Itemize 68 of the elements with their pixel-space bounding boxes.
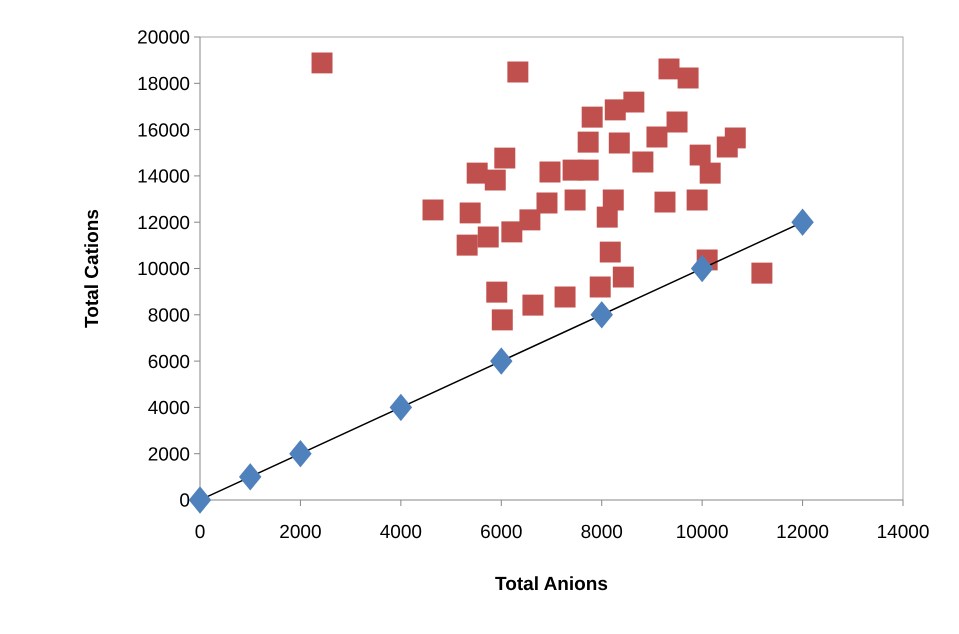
point [596,206,618,228]
point [590,301,613,328]
point [507,61,528,82]
point [519,209,540,230]
point [623,92,644,113]
point [678,67,699,88]
y-tick-label: 16000 [137,120,190,142]
y-tick-label: 10000 [137,259,190,280]
point [188,486,212,514]
point [666,111,688,132]
y-tick-label: 18000 [137,74,190,95]
point [582,106,603,128]
point [484,170,506,191]
point [501,221,522,242]
x-tick-label: 8000 [580,522,623,543]
y-axis-title: Total Cations [82,209,103,328]
point [658,58,680,80]
point [490,347,513,375]
y-tick-label: 12000 [137,212,190,234]
x-tick-label: 10000 [676,522,729,543]
point [564,189,586,210]
point [478,226,499,248]
point [540,161,560,182]
point [791,208,814,236]
point [578,160,599,181]
point [390,394,412,422]
x-tick-label: 4000 [380,522,422,543]
point [632,152,654,172]
point [492,309,513,330]
point [590,276,611,298]
point [654,192,676,213]
y-tick-label: 20000 [137,28,190,49]
point [456,234,478,256]
y-tick-label: 0 [179,490,190,512]
y-tick-label: 6000 [148,352,190,373]
point [578,132,599,153]
point [686,189,708,210]
point [600,242,621,263]
point [466,162,488,184]
point [612,266,634,288]
point [494,148,516,169]
x-tick-label: 14000 [876,522,930,543]
x-axis-title: Total Anions [495,574,608,595]
point [460,202,481,224]
point [522,294,544,316]
x-tick-label: 2000 [279,522,322,543]
point [422,199,444,220]
point [608,132,630,154]
point [646,126,668,148]
x-tick-label: 12000 [776,522,829,543]
point [690,144,711,166]
point [312,52,333,74]
y-tick-label: 14000 [137,166,190,188]
x-tick-label: 0 [194,522,206,543]
point [486,282,508,303]
point [604,99,626,120]
point [536,192,558,214]
point [700,162,721,184]
point [751,262,772,284]
y-tick-label: 4000 [148,398,190,420]
x-tick-label: 6000 [480,522,522,543]
point [554,286,576,308]
y-tick-label: 2000 [148,444,190,466]
y-tick-label: 8000 [148,305,190,326]
point [289,440,312,468]
point [238,463,262,491]
point [716,136,738,158]
point [690,254,714,282]
